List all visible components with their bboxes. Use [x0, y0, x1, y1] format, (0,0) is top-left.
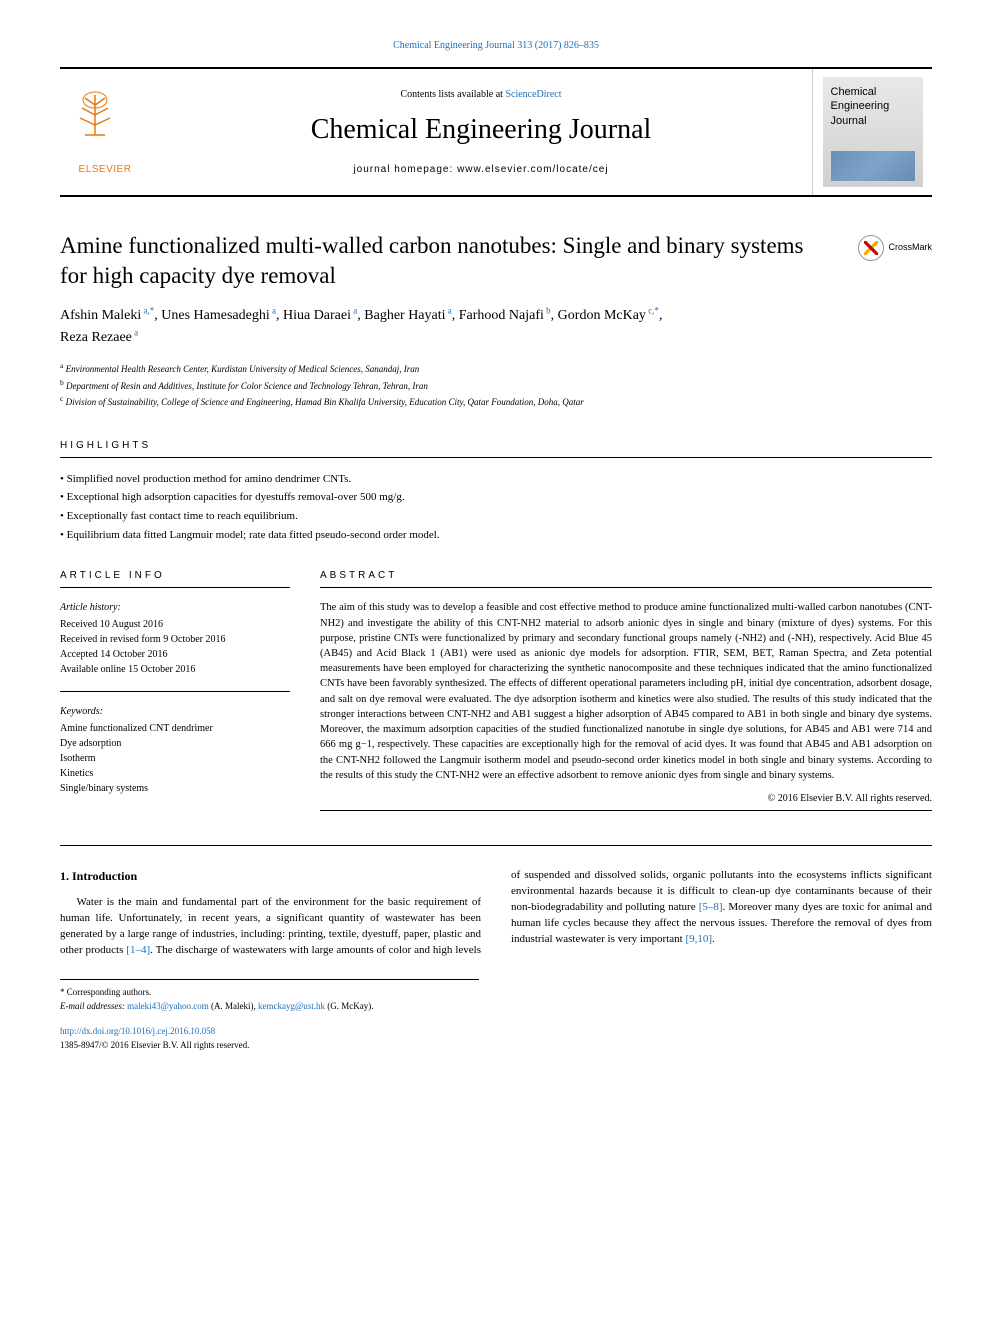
- divider: [320, 587, 932, 588]
- section-divider: [60, 845, 932, 846]
- contents-available: Contents lists available at ScienceDirec…: [158, 89, 804, 100]
- citation-ref[interactable]: [9,10]: [685, 933, 712, 945]
- abstract-copyright: © 2016 Elsevier B.V. All rights reserved…: [320, 793, 932, 804]
- affiliation-a-text: Environmental Health Research Center, Ku…: [66, 364, 420, 374]
- divider: [320, 810, 932, 811]
- crossmark-icon: [858, 235, 884, 261]
- highlight-item: Simplified novel production method for a…: [60, 470, 932, 489]
- history-label: Article history:: [60, 600, 290, 615]
- homepage-label: journal homepage:: [353, 164, 457, 175]
- citation-details: 313 (2017) 826–835: [517, 40, 599, 51]
- contents-prefix: Contents lists available at: [400, 89, 505, 100]
- journal-title: Chemical Engineering Journal: [158, 114, 804, 146]
- footnotes: * Corresponding authors. E-mail addresse…: [60, 979, 479, 1013]
- highlights-list: Simplified novel production method for a…: [60, 470, 932, 545]
- keyword: Dye adsorption: [60, 738, 121, 749]
- abstract-text: The aim of this study was to develop a f…: [320, 600, 932, 783]
- highlight-item: Exceptionally fast contact time to reach…: [60, 507, 932, 526]
- publisher-logo-block: ELSEVIER: [60, 69, 150, 195]
- history-item: Received in revised form 9 October 2016: [60, 634, 226, 645]
- authors-line-2: Reza Rezaee a: [60, 330, 138, 345]
- citation-journal[interactable]: Chemical Engineering Journal: [393, 40, 515, 51]
- history-item: Received 10 August 2016: [60, 619, 163, 630]
- doi-link[interactable]: http://dx.doi.org/10.1016/j.cej.2016.10.…: [60, 1025, 932, 1039]
- email-name: (G. McKay).: [327, 1001, 373, 1011]
- journal-cover-block: Chemical Engineering Journal: [812, 69, 932, 195]
- keyword: Isotherm: [60, 753, 96, 764]
- email-line: E-mail addresses: maleki43@yahoo.com (A.…: [60, 1000, 479, 1014]
- history-item: Accepted 14 October 2016: [60, 649, 167, 660]
- publisher-name: ELSEVIER: [79, 164, 132, 175]
- email-link[interactable]: maleki43@yahoo.com: [127, 1001, 209, 1011]
- journal-cover-thumbnail: Chemical Engineering Journal: [823, 77, 923, 187]
- body-text: 1. Introduction Water is the main and fu…: [60, 868, 932, 959]
- article-info-column: ARTICLE INFO Article history: Received 1…: [60, 570, 290, 823]
- article-title-text: Amine functionalized multi-walled carbon…: [60, 233, 804, 288]
- keyword: Amine functionalized CNT dendrimer: [60, 723, 213, 734]
- issn-copyright: 1385-8947/© 2016 Elsevier B.V. All right…: [60, 1039, 932, 1053]
- keywords-block: Keywords: Amine functionalized CNT dendr…: [60, 704, 290, 796]
- journal-homepage: journal homepage: www.elsevier.com/locat…: [158, 164, 804, 175]
- sciencedirect-link[interactable]: ScienceDirect: [505, 89, 561, 100]
- abstract-heading: ABSTRACT: [320, 570, 932, 585]
- article-title: Amine functionalized multi-walled carbon…: [60, 231, 932, 291]
- masthead: ELSEVIER Contents lists available at Sci…: [60, 67, 932, 197]
- highlight-item: Equilibrium data fitted Langmuir model; …: [60, 526, 932, 545]
- homepage-url[interactable]: www.elsevier.com/locate/cej: [457, 164, 609, 175]
- keywords-label: Keywords:: [60, 704, 290, 719]
- author-list: Afshin Maleki a,*, Unes Hamesadeghi a, H…: [60, 305, 932, 348]
- article-info-heading: ARTICLE INFO: [60, 570, 290, 585]
- article-history: Article history: Received 10 August 2016…: [60, 600, 290, 677]
- intro-heading: 1. Introduction: [60, 868, 481, 885]
- masthead-center: Contents lists available at ScienceDirec…: [150, 69, 812, 195]
- highlights-heading: HIGHLIGHTS: [60, 440, 932, 455]
- citation-ref[interactable]: [5–8]: [699, 901, 723, 913]
- affiliations: a Environmental Health Research Center, …: [60, 360, 932, 410]
- citation-ref[interactable]: [1–4]: [126, 944, 150, 956]
- highlight-item: Exceptional high adsorption capacities f…: [60, 488, 932, 507]
- intro-text-2d: .: [712, 933, 715, 945]
- intro-text-1: Water is the main and fundamental part o…: [60, 896, 481, 940]
- crossmark-label: CrossMark: [888, 242, 932, 254]
- elsevier-tree-icon: [70, 90, 140, 160]
- keyword: Kinetics: [60, 768, 93, 779]
- affiliation-a: a Environmental Health Research Center, …: [60, 360, 932, 377]
- keyword: Single/binary systems: [60, 783, 148, 794]
- email-link[interactable]: kemckayg@ust.hk: [258, 1001, 325, 1011]
- abstract-column: ABSTRACT The aim of this study was to de…: [320, 570, 932, 823]
- tree-icon: [70, 90, 120, 140]
- divider: [60, 587, 290, 588]
- corresponding-note: * Corresponding authors.: [60, 986, 479, 1000]
- divider: [60, 691, 290, 692]
- crossmark-badge[interactable]: CrossMark: [858, 235, 932, 261]
- doi-block: http://dx.doi.org/10.1016/j.cej.2016.10.…: [60, 1025, 932, 1052]
- history-item: Available online 15 October 2016: [60, 664, 195, 675]
- authors-line-1: Afshin Maleki a,*, Unes Hamesadeghi a, H…: [60, 308, 662, 323]
- affiliation-c: c Division of Sustainability, College of…: [60, 393, 932, 410]
- citation-header: Chemical Engineering Journal 313 (2017) …: [60, 40, 932, 51]
- email-label: E-mail addresses:: [60, 1001, 125, 1011]
- affiliation-b: b Department of Resin and Additives, Ins…: [60, 377, 932, 394]
- divider: [60, 457, 932, 458]
- email-name: (A. Maleki),: [211, 1001, 256, 1011]
- affiliation-b-text: Department of Resin and Additives, Insti…: [66, 381, 428, 391]
- affiliation-c-text: Division of Sustainability, College of S…: [66, 397, 584, 407]
